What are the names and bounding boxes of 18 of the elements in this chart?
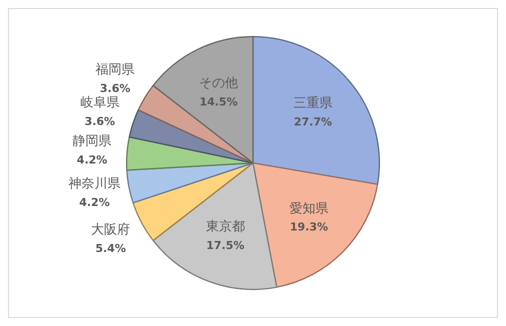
slice-label: その他	[199, 76, 238, 91]
slice-label: 東京都	[206, 220, 245, 235]
slice-label: 三重県	[293, 96, 332, 111]
data-label: 19.3%	[290, 220, 328, 234]
data-label: 5.4%	[95, 242, 126, 255]
data-label: 3.6%	[100, 82, 130, 95]
data-label: 14.5%	[199, 95, 238, 108]
slice-label: 愛知県	[289, 201, 328, 216]
slice-label: 大阪府	[91, 221, 130, 238]
slice-label: 静岡県	[72, 134, 112, 150]
data-label: 17.5%	[206, 239, 244, 252]
data-label: 4.2%	[79, 196, 110, 210]
slice-label: 福岡県	[96, 62, 135, 78]
slice-label: 岐阜県	[80, 96, 120, 111]
data-label: 3.6%	[84, 115, 116, 128]
data-label: 4.2%	[76, 154, 108, 167]
data-label: 27.7%	[294, 115, 332, 128]
slice-label: 神奈川県	[68, 176, 120, 192]
